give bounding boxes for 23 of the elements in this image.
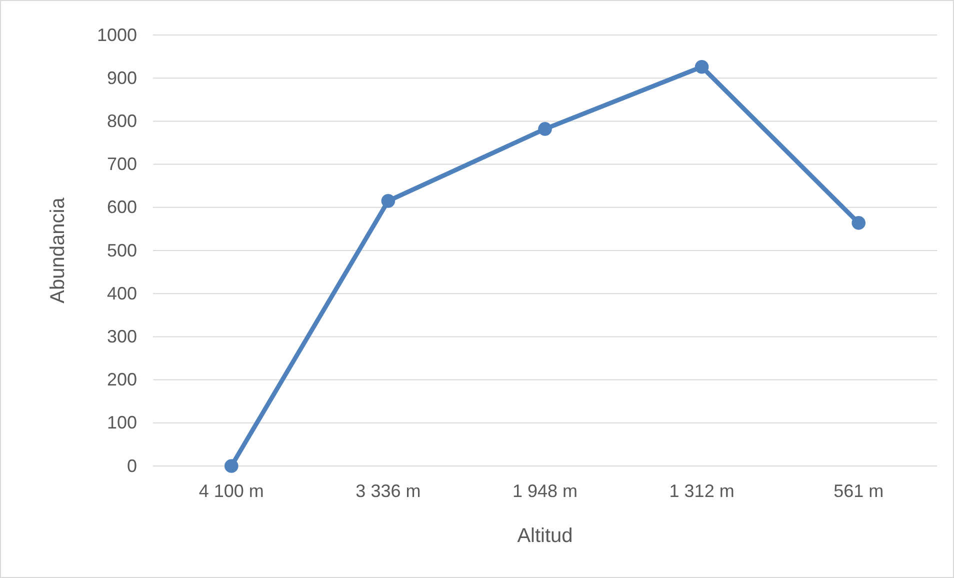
y-tick-label: 0	[126, 456, 137, 476]
y-tick-label: 800	[106, 110, 137, 131]
x-tick-label: 1 312 m	[669, 480, 734, 501]
y-tick-label: 200	[106, 370, 137, 390]
point	[224, 459, 238, 473]
point	[852, 216, 866, 230]
x-tick-label: 4 100 m	[198, 480, 264, 501]
point	[694, 60, 709, 74]
y-tick-label: 400	[106, 283, 137, 304]
x-tick-label: 3 336 m	[356, 480, 421, 501]
point	[381, 194, 396, 208]
x-axis-title: Altitud	[517, 525, 573, 547]
y-tick-label: 700	[106, 154, 137, 174]
y-tick-label: 900	[106, 68, 137, 88]
point	[538, 122, 552, 136]
x-tick-label: 561 m	[834, 480, 884, 501]
y-tick-label: 500	[106, 240, 137, 260]
y-tick-label: 600	[106, 197, 137, 218]
y-tick-label: 1000	[96, 24, 137, 45]
y-tick-label: 100	[106, 412, 137, 433]
y-tick-label: 300	[106, 326, 137, 346]
y-axis-title: Abundancia	[47, 196, 69, 304]
x-tick-label: 1 948 m	[512, 480, 578, 501]
